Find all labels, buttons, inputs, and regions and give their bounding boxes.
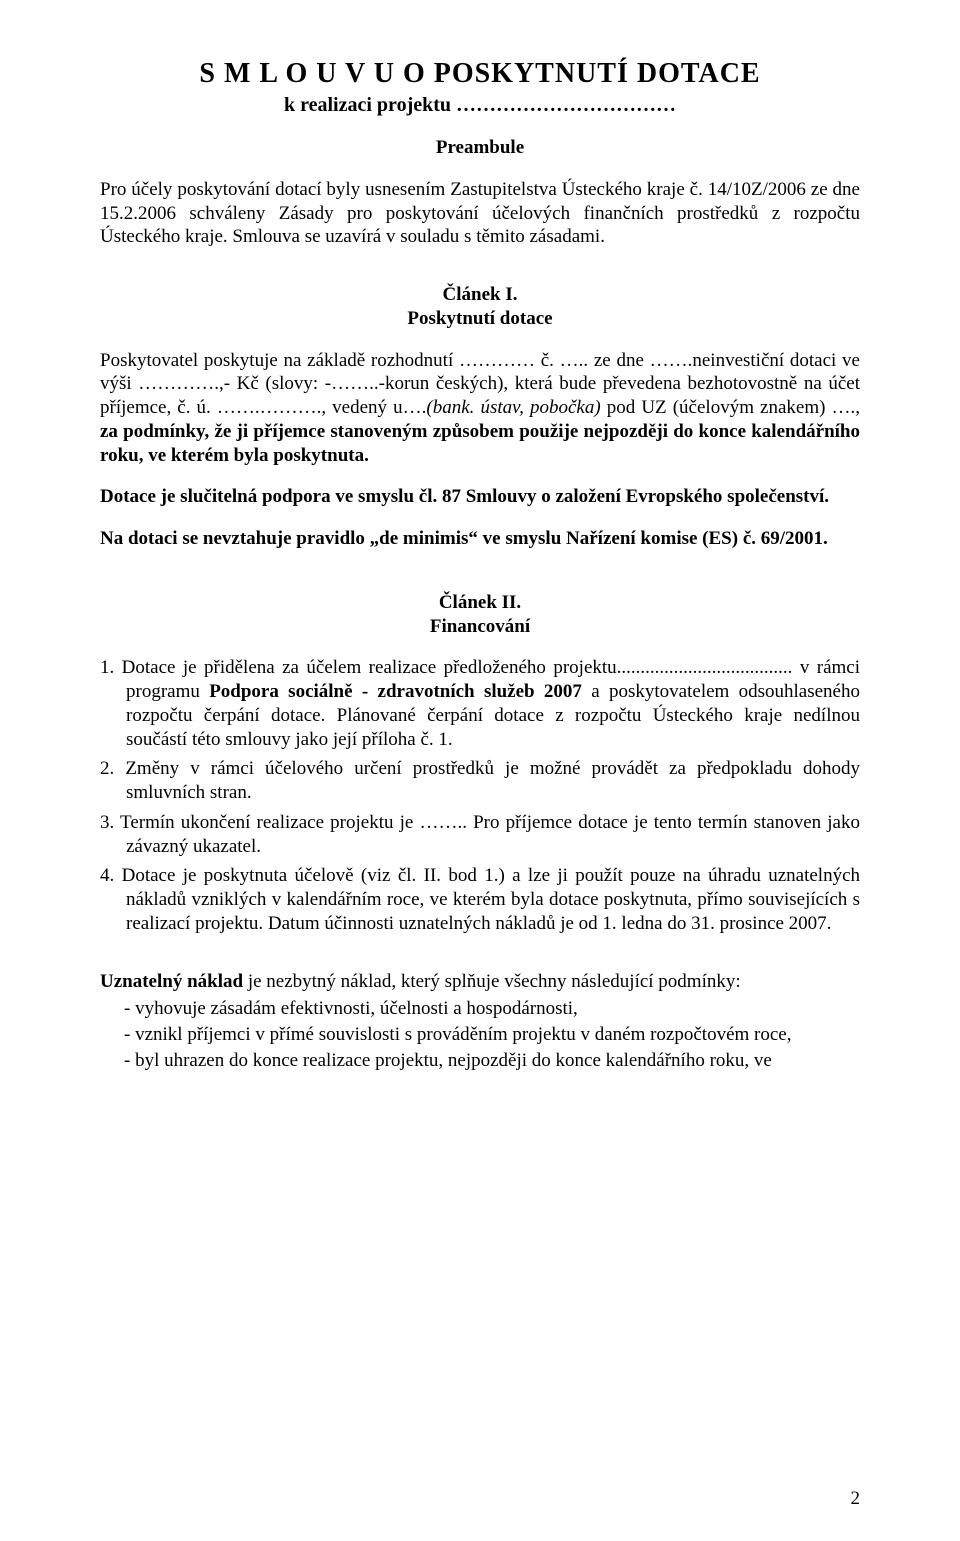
list-item: byl uhrazen do konce realizace projektu,… [124, 1049, 860, 1073]
article-2-title: Článek II. [100, 591, 860, 615]
article-1-paragraph-3: Na dotaci se nevztahuje pravidlo „de min… [100, 527, 860, 551]
document-page: S M L O U V U O POSKYTNUTÍ DOTACE k real… [0, 0, 960, 1541]
article-1-subtitle: Poskytnutí dotace [100, 307, 860, 331]
spacer [100, 942, 860, 956]
item-number: 4. [100, 865, 114, 886]
uznatelny-bullets: vyhovuje zásadám efektivnosti, účelnosti… [124, 997, 860, 1072]
article-2-list: 1. Dotace je přidělena za účelem realiza… [100, 656, 860, 935]
list-item: vyhovuje zásadám efektivnosti, účelnosti… [124, 997, 860, 1021]
text-segment: Dotace je poskytnuta účelově (viz čl. II… [122, 865, 860, 934]
item-number: 1. [100, 657, 114, 678]
bullet-text: vyhovuje zásadám efektivnosti, účelnosti… [135, 998, 578, 1019]
text-segment: pod UZ (účelovým znakem) …., [607, 397, 860, 418]
article-1-paragraph-1: Poskytovatel poskytuje na základě rozhod… [100, 349, 860, 468]
list-item: 1. Dotace je přidělena za účelem realiza… [100, 656, 860, 751]
text-bold: Podpora sociálně - zdravotních služeb 20… [209, 681, 582, 702]
bullet-text: byl uhrazen do konce realizace projektu,… [135, 1050, 772, 1071]
page-number: 2 [851, 1487, 861, 1511]
text-bold: Uznatelný náklad [100, 971, 243, 992]
text-italic: (bank. ústav, pobočka) [426, 397, 606, 418]
article-1-heading: Článek I. Poskytnutí dotace [100, 283, 860, 331]
preamble-label: Preambule [100, 136, 860, 160]
item-number: 2. [100, 758, 114, 779]
article-2-heading: Článek II. Financování [100, 591, 860, 639]
document-subtitle: k realizaci projektu …………………………… [100, 93, 860, 118]
list-item: 4. Dotace je poskytnuta účelově (viz čl.… [100, 864, 860, 935]
bullet-text: vznikl příjemci v přímé souvislosti s pr… [135, 1024, 791, 1045]
list-item: vznikl příjemci v přímé souvislosti s pr… [124, 1023, 860, 1047]
article-1-paragraph-2: Dotace je slučitelná podpora ve smyslu č… [100, 485, 860, 509]
item-number: 3. [100, 812, 114, 833]
article-1-title: Článek I. [100, 283, 860, 307]
list-item: 3. Termín ukončení realizace projektu je… [100, 811, 860, 859]
uznatelny-lead: Uznatelný náklad je nezbytný náklad, kte… [100, 970, 860, 994]
text-segment: Termín ukončení realizace projektu je ……… [120, 812, 860, 857]
text-segment: Změny v rámci účelového určení prostředk… [125, 758, 860, 803]
article-2-subtitle: Financování [100, 615, 860, 639]
text-bold: za podmínky, že ji příjemce stanoveným z… [100, 421, 860, 466]
spacer [100, 956, 860, 970]
document-title: S M L O U V U O POSKYTNUTÍ DOTACE [100, 56, 860, 91]
preamble-text: Pro účely poskytování dotací byly usnese… [100, 178, 860, 249]
list-item: 2. Změny v rámci účelového určení prostř… [100, 757, 860, 805]
text-segment: je nezbytný náklad, který splňuje všechn… [243, 971, 741, 992]
